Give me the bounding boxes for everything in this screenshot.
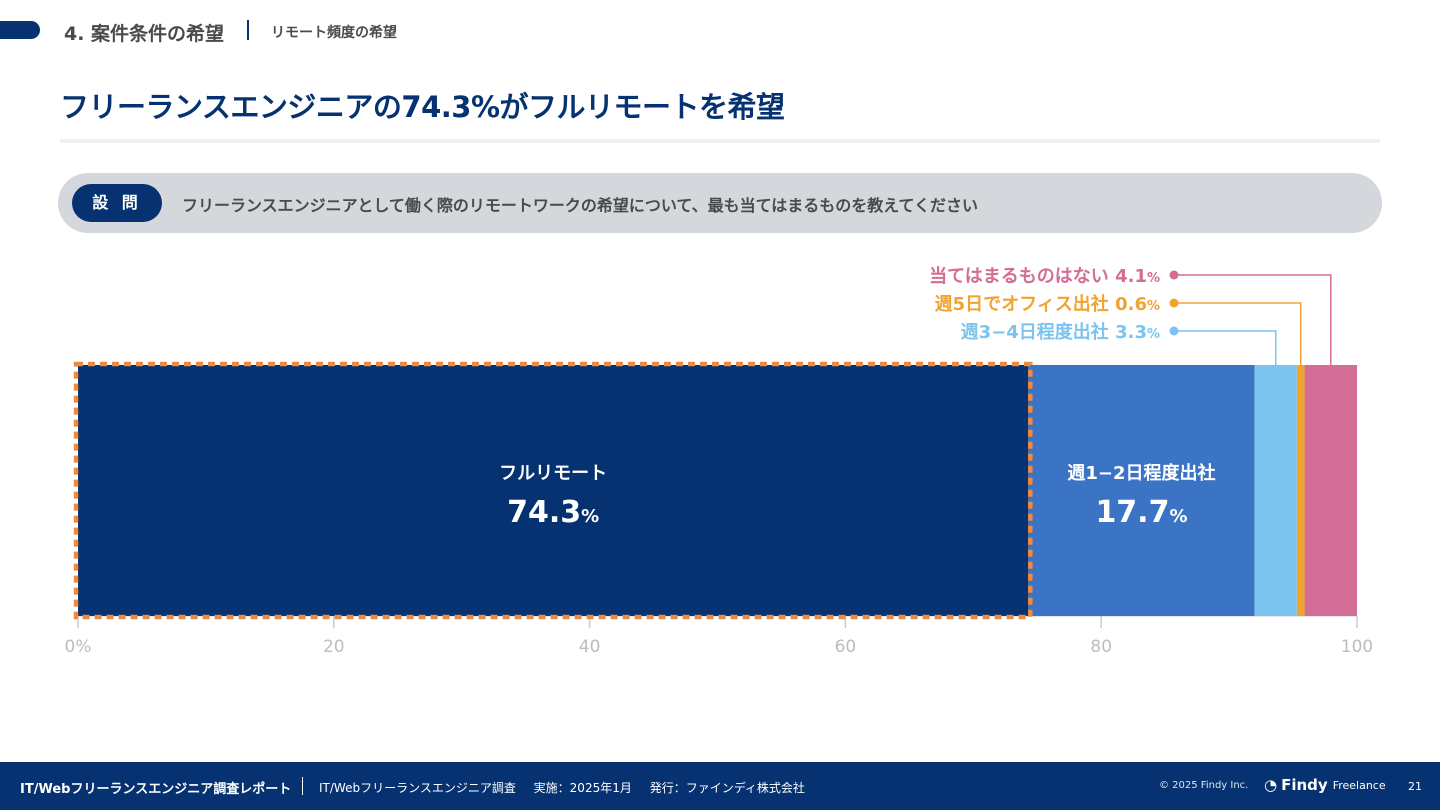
question-box: 設 問 フリーランスエンジニアとして働く際のリモートワークの希望について、最も当…: [58, 173, 1382, 233]
section-marker: [0, 21, 40, 39]
page-title: フリーランスエンジニアの74.3%がフルリモートを希望: [60, 90, 785, 124]
logo-name: Findy: [1281, 776, 1328, 794]
x-tick-label: 40: [579, 637, 601, 657]
segment-name-label: 週1−2日程度出社: [1067, 462, 1215, 484]
segment-value-label: 17.7%: [1095, 495, 1187, 530]
segment-value-label: 74.3%: [507, 495, 599, 530]
callout-dot: [1169, 270, 1179, 280]
bar-segment: [1296, 365, 1305, 616]
footer-report-title: IT/Webフリーランスエンジニア調査レポート: [20, 782, 292, 797]
findy-logo: ◔ Findy Freelance: [1264, 776, 1386, 794]
x-tick-label: 20: [323, 637, 345, 657]
stacked-bar-chart: 0% 20 40 60 80 100 フルリモート 74.3% 週1−2日程度出社 17.7% 当て…: [65, 265, 1374, 657]
title-rule: [60, 139, 1380, 143]
highlight-box: [73, 361, 1033, 620]
footer-survey: IT/Webフリーランスエンジニア調査: [319, 781, 516, 795]
footer: IT/Webフリーランスエンジニア調査レポート IT/Webフリーランスエンジニ…: [0, 762, 1440, 810]
section-divider: [247, 20, 249, 40]
x-tick-label: 100: [1341, 637, 1373, 657]
logo-sub: Freelance: [1332, 778, 1386, 792]
footer-info: IT/Webフリーランスエンジニア調査 実施：2025年1月 発行：ファインディ…: [319, 779, 819, 796]
x-tick-label: 80: [1090, 637, 1112, 657]
question-text: フリーランスエンジニアとして働く際のリモートワークの希望について、最も当てはまる…: [182, 196, 979, 215]
callout-dot: [1169, 298, 1179, 308]
footer-publisher: 発行：ファインディ株式会社: [649, 781, 805, 795]
callout-line: [1174, 302, 1302, 365]
page-number: 21: [1408, 780, 1422, 793]
findy-logo-icon: ◔: [1264, 776, 1278, 794]
footer-copyright: © 2025 Findy Inc.: [1159, 780, 1249, 791]
bar-segment: [1254, 365, 1297, 616]
bar-segment: [1304, 365, 1357, 616]
footer-divider: [302, 777, 303, 795]
callout-label: 週3−4日程度出社 3.3%: [961, 321, 1160, 343]
callout-label: 当てはまるものはない 4.1%: [929, 265, 1160, 287]
callout-dot: [1169, 326, 1179, 336]
x-tick-label: 60: [835, 637, 857, 657]
bar-segment: [1028, 365, 1255, 616]
bar-segment: [78, 365, 1029, 616]
callout-line: [1174, 330, 1277, 365]
section-subtitle: リモート頻度の希望: [271, 25, 397, 41]
segment-name-label: フルリモート: [499, 463, 607, 484]
footer-date: 実施：2025年1月: [533, 781, 632, 795]
x-tick-label: 0%: [65, 637, 92, 657]
section-title: 4. 案件条件の希望: [64, 23, 225, 45]
question-tag: 設 問: [72, 184, 162, 222]
callout-label: 週5日でオフィス出社 0.6%: [935, 293, 1160, 315]
callout-line: [1174, 274, 1332, 365]
